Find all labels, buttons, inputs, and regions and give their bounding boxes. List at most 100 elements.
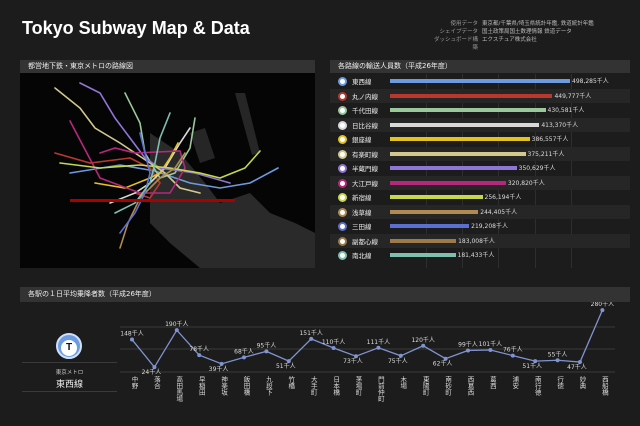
- data-point[interactable]: [174, 328, 179, 333]
- ridership-row[interactable]: 大江戸線 320,820千人: [330, 175, 630, 190]
- data-point[interactable]: [197, 353, 202, 358]
- station-panel-title: 各駅の１日平均乗降者数（平成26年度）: [20, 287, 630, 302]
- data-label: 76千人: [503, 346, 523, 354]
- ridership-row[interactable]: 南北線 181,433千人: [330, 248, 630, 263]
- credit-key: シェイプデータ: [439, 29, 478, 35]
- selected-line-name[interactable]: 東西線: [55, 380, 83, 390]
- data-label: 148千人: [120, 330, 143, 338]
- data-point[interactable]: [555, 358, 560, 363]
- line-name: 有楽町線: [352, 150, 378, 159]
- data-label: 99千人: [458, 340, 478, 348]
- data-label: 78千人: [189, 345, 209, 353]
- data-label: 62千人: [433, 360, 453, 368]
- line-icon: [338, 135, 347, 144]
- ridership-bar: [390, 224, 470, 228]
- data-point[interactable]: [264, 349, 269, 354]
- credit-value: 国土政策局国土数理情報 鉄道データ: [482, 29, 572, 35]
- data-point[interactable]: [578, 360, 582, 365]
- ridership-row[interactable]: 銀座線 386,557千人: [330, 132, 630, 147]
- line-icon: [338, 193, 347, 202]
- ridership-row[interactable]: 新宿線 256,194千人: [330, 190, 630, 205]
- data-point[interactable]: [286, 359, 291, 364]
- data-label: 24千人: [142, 368, 162, 376]
- station-label: 西船橋: [600, 376, 608, 397]
- ridership-row[interactable]: 丸ノ内線 449,777千人: [330, 88, 630, 103]
- ridership-bar: [390, 108, 546, 112]
- data-point[interactable]: [443, 356, 448, 361]
- data-label: 110千人: [322, 338, 345, 346]
- map-line-tozai: [69, 164, 279, 189]
- ridership-bar: [390, 195, 483, 199]
- data-point[interactable]: [533, 359, 538, 364]
- grid-line: [498, 74, 499, 268]
- ridership-value: 183,008千人: [458, 237, 495, 245]
- ridership-row[interactable]: 副都心線 183,008千人: [330, 233, 630, 248]
- ridership-value: 375,211千人: [527, 150, 565, 158]
- data-point[interactable]: [242, 355, 246, 360]
- grid-line: [571, 74, 572, 268]
- station-label: 浦安: [511, 375, 519, 391]
- line-icon: [338, 178, 347, 188]
- ridership-row[interactable]: 有楽町線 375,211千人: [330, 146, 630, 161]
- ridership-row[interactable]: 三田線 219,208千人: [330, 219, 630, 234]
- operator-label: 東京メトロ: [55, 370, 84, 376]
- ridership-bar: [390, 137, 530, 141]
- ridership-bar: [390, 180, 506, 185]
- data-point[interactable]: [488, 348, 493, 353]
- ridership-value: 449,777千人: [554, 92, 592, 100]
- data-point[interactable]: [152, 365, 157, 370]
- map-line-marunouchi: [54, 152, 161, 199]
- line-name: 三田線: [352, 223, 372, 231]
- ridership-bar: [390, 238, 457, 243]
- data-point[interactable]: [466, 348, 470, 353]
- ridership-bar: [390, 122, 540, 127]
- ridership-row[interactable]: 東西線 498,285千人: [330, 74, 630, 89]
- data-point[interactable]: [510, 353, 515, 358]
- data-point[interactable]: [309, 336, 314, 341]
- ridership-row[interactable]: 日比谷線 413,370千人: [330, 117, 630, 132]
- line-name: 浅草線: [352, 208, 372, 217]
- station-label: 茅場町: [354, 375, 362, 396]
- station-label: 高田馬場: [175, 375, 183, 404]
- station-label: 飯田橋: [242, 375, 250, 397]
- data-point[interactable]: [331, 346, 336, 351]
- line-name: 丸ノ内線: [352, 92, 378, 101]
- credit-value: エクスチュア株式会社: [482, 37, 537, 43]
- data-point[interactable]: [354, 354, 358, 359]
- subway-map[interactable]: [20, 73, 315, 268]
- ridership-row[interactable]: 半蔵門線 350,629千人: [330, 161, 630, 176]
- data-label: 151千人: [299, 329, 322, 337]
- ridership-value: 256,194千人: [484, 194, 522, 201]
- grid-line: [535, 74, 536, 268]
- data-point[interactable]: [130, 337, 134, 342]
- data-point[interactable]: [219, 361, 224, 366]
- data-label: 95千人: [257, 341, 277, 349]
- data-label: 101千人: [479, 340, 502, 348]
- map-line-ginza: [94, 142, 179, 189]
- line-name: 東西線: [352, 78, 372, 86]
- station-label: 九段下: [264, 375, 272, 397]
- line-icon: [338, 77, 347, 86]
- series-line: [131, 309, 603, 369]
- divider: [22, 391, 117, 392]
- station-label: 神楽坂: [220, 375, 228, 397]
- ridership-row[interactable]: 浅草線 244,405千人: [330, 204, 630, 219]
- data-label: 68千人: [234, 347, 254, 355]
- grid-line: [462, 74, 463, 268]
- data-point[interactable]: [376, 345, 381, 350]
- data-point[interactable]: [421, 343, 426, 348]
- tozai-line-icon: T: [56, 333, 82, 359]
- station-label: 落合: [152, 375, 160, 391]
- credit-key: ダッシュボード構築: [433, 37, 478, 51]
- line-name: 副都心線: [352, 237, 378, 246]
- line-letter: T: [61, 340, 77, 356]
- data-label: 190千人: [165, 320, 188, 328]
- data-point[interactable]: [600, 308, 605, 313]
- ridership-bar: [390, 166, 517, 170]
- line-icon: [338, 251, 347, 260]
- ridership-row[interactable]: 千代田線 430,581千人: [330, 103, 630, 118]
- ridership-bar: [390, 93, 553, 98]
- ridership-bar-chart: 東西線 498,285千人 丸ノ内線 449,777千人 千代田線 430,58…: [330, 74, 630, 268]
- ridership-bar: [390, 79, 570, 83]
- data-point[interactable]: [398, 353, 403, 358]
